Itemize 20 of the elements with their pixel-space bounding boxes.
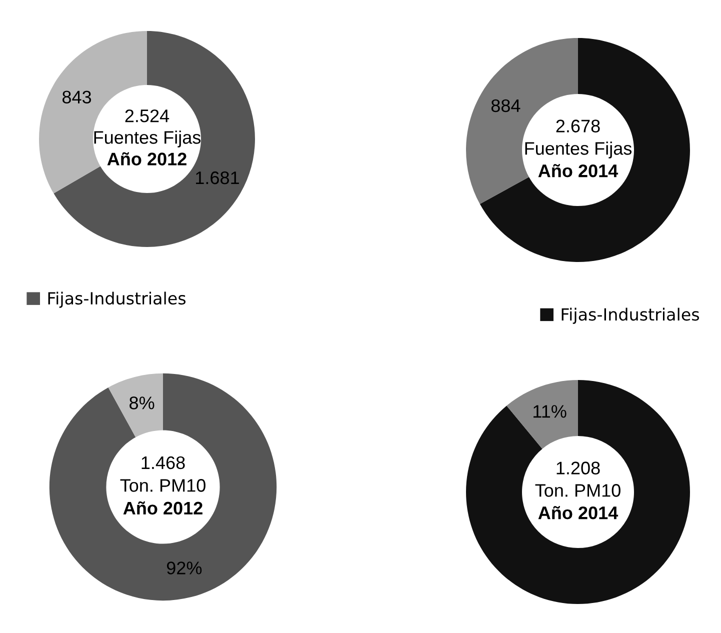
source-note: Fuentes Fijas: [94, 130, 201, 148]
text: Año 2014: [538, 506, 618, 520]
source-note: Fuentes Fijas: [525, 142, 632, 158]
data-label: 843: [62, 90, 92, 104]
text: Año 2012: [123, 501, 202, 515]
text: 2.524: [125, 109, 170, 122]
text: Año 2014: [538, 164, 618, 178]
data-label: 8%: [130, 396, 154, 410]
data-label: 11%: [534, 405, 566, 418]
data-label: 884: [491, 99, 520, 112]
text: 2.678: [556, 120, 600, 132]
text: Ton. PM10: [120, 479, 206, 492]
text: Año 2012: [107, 152, 186, 166]
text: 1.208: [556, 462, 600, 474]
text: Ton. PM10: [535, 484, 620, 497]
legend-label: Fijas-Industriales: [562, 308, 700, 324]
data-label: 1.681: [196, 171, 239, 184]
data-label: 92%: [166, 562, 202, 574]
text: 1.468: [142, 456, 185, 470]
legend-label: Fijas-Industriales: [48, 292, 186, 308]
